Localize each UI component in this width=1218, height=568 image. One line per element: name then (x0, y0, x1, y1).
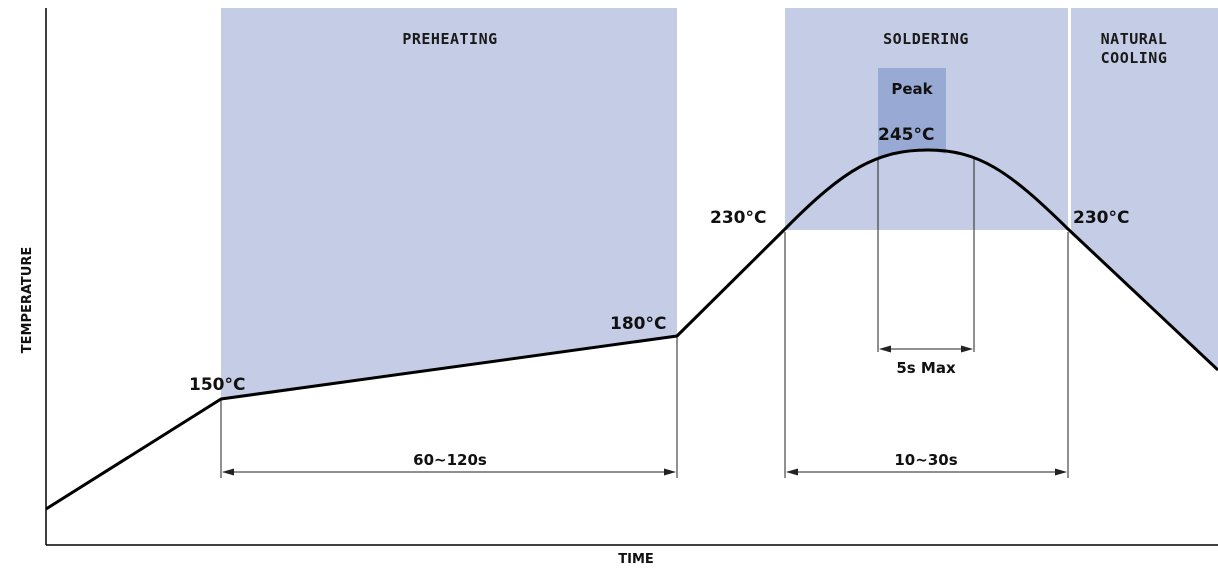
natural-cooling-zone (1071, 8, 1218, 370)
temperature-curve (45, 148, 1218, 511)
y-axis-label: TEMPERATURE (20, 247, 35, 353)
x-axis-label: TIME (618, 552, 654, 567)
temp-label-180: 180°C (610, 314, 666, 334)
natural-cooling-label-line2: COOLING (1101, 49, 1168, 67)
soldering-label: SOLDERING (883, 30, 969, 48)
temp-label-230-rising: 230°C (710, 208, 766, 228)
peak-duration-label: 5s Max (896, 359, 956, 377)
temp-label-245: 245°C (878, 125, 934, 145)
peak-zone (878, 68, 946, 157)
natural-cooling-label-line1: NATURAL (1101, 30, 1168, 48)
preheating-zone (221, 8, 677, 399)
soldering-duration-label: 10~30s (894, 451, 957, 469)
preheat-duration-label: 60~120s (413, 451, 487, 469)
preheating-label: PREHEATING (402, 30, 497, 48)
temp-label-150: 150°C (189, 375, 245, 395)
temp-label-230-falling: 230°C (1073, 208, 1129, 228)
peak-label: Peak (891, 80, 933, 98)
